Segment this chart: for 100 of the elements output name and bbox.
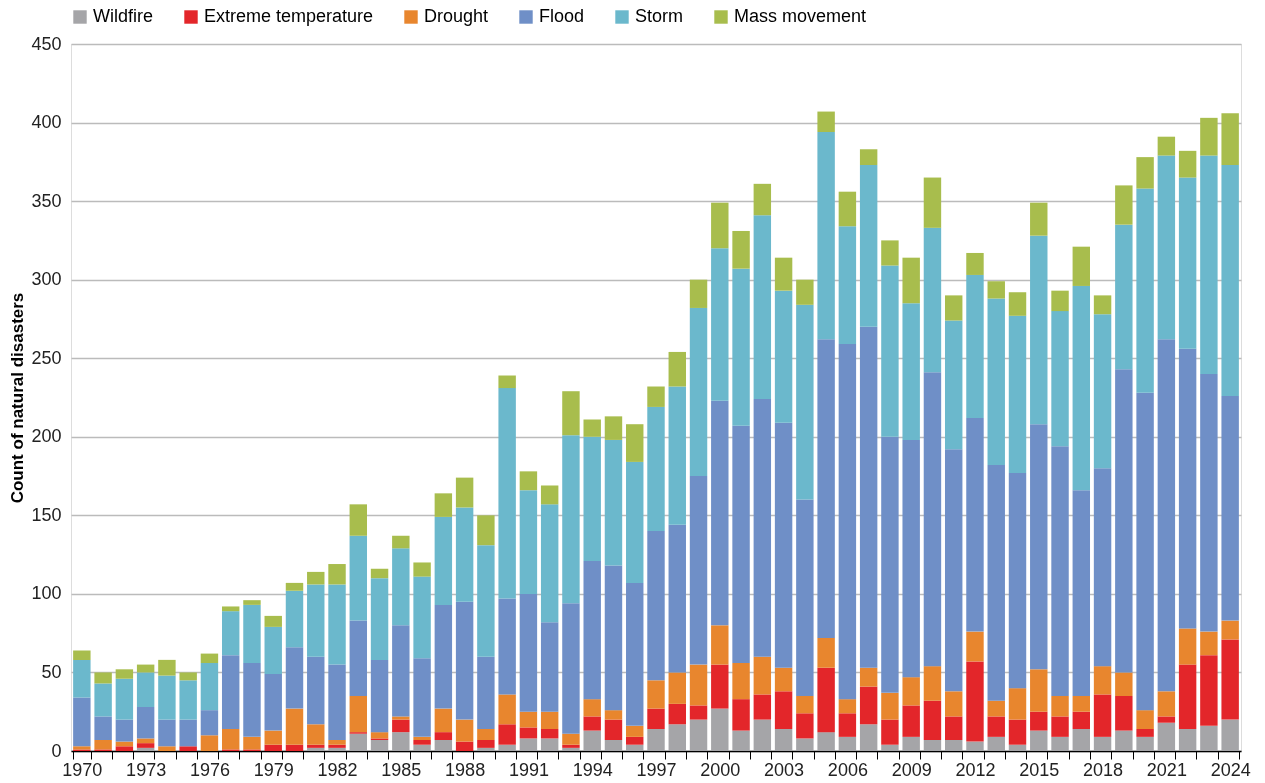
bar (434, 516, 453, 605)
bar (1093, 694, 1112, 737)
bar (1030, 711, 1048, 731)
bar (94, 740, 112, 750)
bar (902, 439, 920, 678)
bar (285, 582, 304, 591)
bar (859, 326, 878, 668)
bar (1008, 719, 1027, 745)
x-tick-label: 1973 (126, 759, 167, 780)
x-tick-label: 1979 (253, 759, 294, 780)
bar (1136, 710, 1154, 729)
bar (158, 746, 176, 751)
bar (285, 708, 304, 745)
bar (881, 719, 899, 745)
bar (1136, 736, 1154, 751)
bar (1030, 424, 1048, 670)
bar (604, 565, 623, 711)
bar (923, 372, 942, 667)
bar (732, 699, 750, 731)
bar (966, 417, 984, 632)
bar (753, 399, 772, 657)
bar (1093, 314, 1112, 469)
bar (838, 344, 857, 700)
bar (179, 746, 197, 751)
bar (796, 279, 814, 305)
bar (455, 507, 474, 602)
bar (1030, 202, 1048, 236)
bar (838, 226, 857, 345)
y-tick-label: 350 (31, 190, 62, 211)
bar (1136, 392, 1154, 711)
x-tick-label: 1970 (62, 759, 103, 780)
bar (1008, 315, 1027, 473)
bar (158, 659, 176, 676)
bar (221, 606, 240, 612)
bar (136, 738, 155, 744)
bar (1072, 696, 1091, 712)
bar (689, 279, 708, 308)
bar (881, 240, 899, 266)
bar (796, 738, 814, 751)
bar (115, 719, 134, 742)
bar (966, 661, 984, 742)
bar (307, 584, 325, 657)
bar (562, 391, 580, 436)
bar (498, 724, 516, 745)
bar (1030, 235, 1048, 425)
bar (711, 625, 729, 665)
x-tick-label: 2015 (1019, 759, 1060, 780)
bar (838, 191, 857, 227)
bar (1051, 290, 1069, 312)
bar (647, 729, 665, 751)
bar (200, 710, 219, 736)
legend-label: Wildfire (93, 6, 154, 26)
bar (328, 664, 346, 740)
bar (604, 439, 623, 566)
bar (1178, 664, 1197, 729)
bar (817, 732, 835, 751)
bar (774, 729, 793, 751)
bar (583, 436, 601, 561)
bar (668, 351, 686, 387)
bar (498, 694, 516, 725)
bar (264, 744, 282, 751)
legend-label: Storm (635, 6, 684, 26)
bar (1072, 729, 1091, 751)
bar (923, 177, 942, 228)
bar (647, 386, 665, 407)
bar (774, 691, 793, 729)
bar (1030, 730, 1048, 751)
bar (1200, 631, 1218, 656)
bar (817, 111, 835, 132)
bar (392, 535, 410, 549)
bar (604, 416, 623, 440)
bar (413, 740, 431, 745)
bar (647, 708, 665, 729)
bar (540, 711, 559, 729)
bar (1072, 490, 1091, 697)
bar (455, 601, 474, 720)
bar (732, 230, 750, 269)
bar (987, 736, 1005, 751)
bar (583, 716, 601, 731)
bar (1221, 639, 1239, 720)
bar (73, 697, 91, 747)
bar (455, 477, 474, 508)
bar (179, 680, 197, 720)
bar (753, 719, 772, 751)
bar (307, 571, 325, 585)
bar (774, 290, 793, 423)
bar (1136, 188, 1154, 393)
bar (519, 711, 538, 728)
bar (434, 740, 453, 751)
bar (1115, 730, 1133, 751)
bar (1093, 736, 1112, 751)
bar (477, 747, 495, 751)
bar (987, 465, 1005, 701)
bar (1051, 736, 1069, 751)
bar (944, 740, 963, 751)
bar (859, 164, 878, 327)
bar (136, 672, 155, 708)
bar (923, 227, 942, 373)
y-tick-label: 250 (31, 347, 62, 368)
bar (753, 656, 772, 695)
